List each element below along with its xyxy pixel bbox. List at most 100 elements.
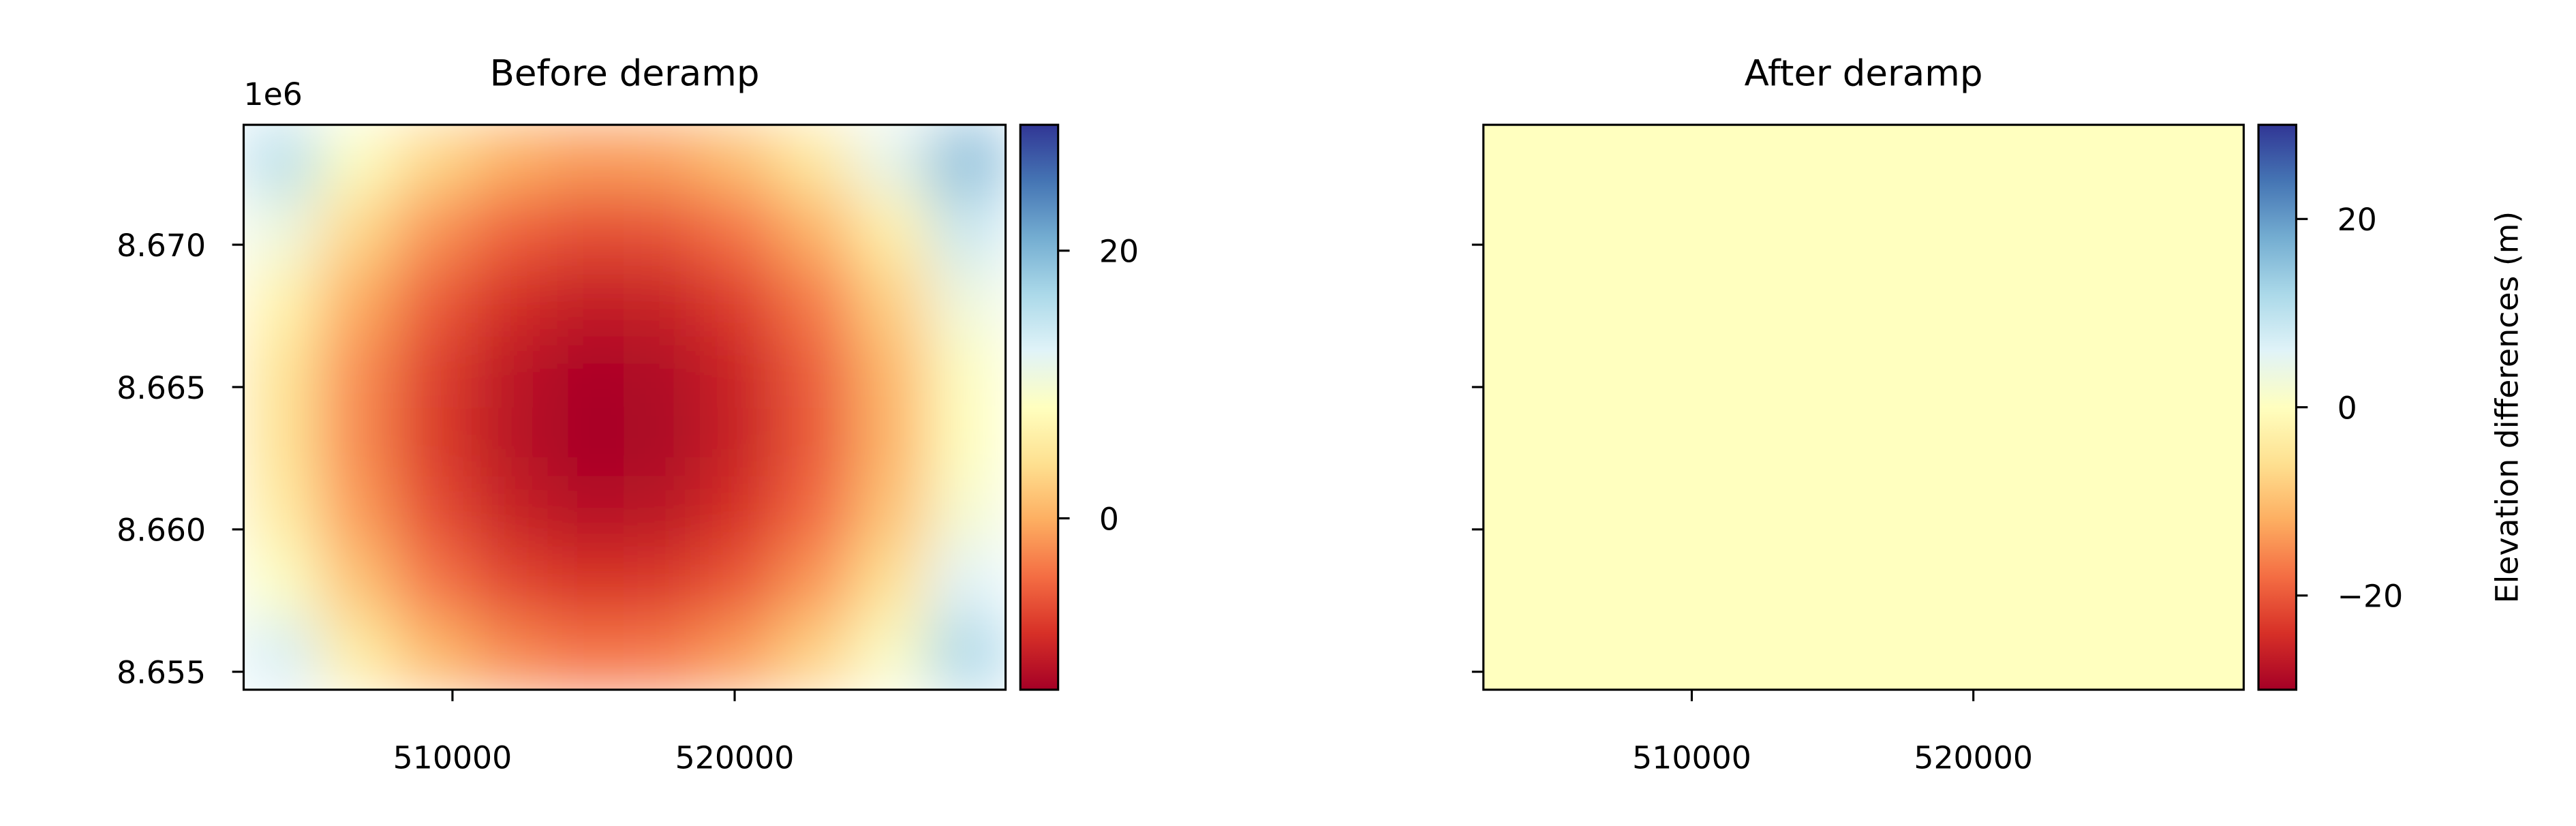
heatmap-cell bbox=[624, 547, 702, 620]
heatmap-cell bbox=[471, 406, 549, 479]
heatmap-cell bbox=[928, 618, 1006, 690]
colorbar bbox=[2257, 123, 2298, 691]
heatmap-cell bbox=[547, 265, 626, 338]
heatmap-cell bbox=[243, 547, 321, 620]
heatmap-cell bbox=[624, 618, 702, 690]
colorbar-tick-label: 0 bbox=[2337, 390, 2357, 426]
heatmap-cell bbox=[928, 125, 1006, 196]
heatmap-cell bbox=[928, 547, 1006, 620]
colorbar-tick-label: 0 bbox=[1099, 501, 1119, 537]
chart-title: Before deramp bbox=[490, 52, 760, 94]
colorbar-tick-label: 20 bbox=[2337, 202, 2377, 238]
heatmap bbox=[1483, 125, 2244, 690]
heatmap-cell bbox=[928, 265, 1006, 338]
heatmap-cell bbox=[928, 335, 1006, 408]
heatmap-cell bbox=[928, 476, 1006, 549]
heatmap-cell bbox=[395, 194, 474, 267]
heatmap-cells bbox=[243, 125, 1006, 690]
x-tick-label: 510000 bbox=[1632, 740, 1751, 776]
heatmap-cell bbox=[395, 406, 474, 479]
heatmap-cell bbox=[852, 265, 930, 338]
heatmap-cell bbox=[776, 406, 855, 479]
heatmap-cell bbox=[471, 618, 549, 690]
heatmap-cell bbox=[700, 618, 778, 690]
heatmap-cell bbox=[852, 406, 930, 479]
heatmap-cell bbox=[928, 406, 1006, 479]
heatmap-cell bbox=[395, 265, 474, 338]
heatmap-cell bbox=[243, 194, 321, 267]
heatmap-cell bbox=[243, 476, 321, 549]
heatmap-cell bbox=[624, 335, 702, 408]
heatmap-cell bbox=[776, 335, 855, 408]
heatmap-cell bbox=[776, 476, 855, 549]
heatmap-cell bbox=[852, 476, 930, 549]
heatmap-cell bbox=[624, 265, 702, 338]
heatmap-cell bbox=[471, 194, 549, 267]
y-offset-label: 1e6 bbox=[244, 76, 303, 112]
heatmap-cell bbox=[547, 194, 626, 267]
heatmap-cell bbox=[471, 335, 549, 408]
colorbar bbox=[1019, 123, 1060, 691]
heatmap-cell bbox=[547, 618, 626, 690]
heatmap-cell bbox=[243, 125, 321, 196]
heatmap-cell bbox=[471, 265, 549, 338]
heatmap-cell bbox=[624, 194, 702, 267]
colorbar-label: Elevation differences (m) bbox=[2489, 211, 2526, 604]
chart-title: After deramp bbox=[1745, 52, 1983, 94]
heatmap-cell bbox=[624, 406, 702, 479]
heatmap-cell bbox=[776, 265, 855, 338]
heatmap-cell bbox=[700, 194, 778, 267]
x-tick-label: 520000 bbox=[675, 740, 795, 776]
heatmap-cell bbox=[700, 335, 778, 408]
heatmap-cell bbox=[776, 125, 855, 196]
heatmap-cell bbox=[243, 265, 321, 338]
heatmap-cell bbox=[700, 547, 778, 620]
heatmap-cell bbox=[776, 547, 855, 620]
heatmap-cell bbox=[852, 194, 930, 267]
heatmap-cell bbox=[700, 476, 778, 549]
heatmap-cell bbox=[624, 125, 702, 196]
colorbar-tick-label: −20 bbox=[2337, 579, 2404, 615]
heatmap-cell bbox=[700, 406, 778, 479]
heatmap-cell bbox=[624, 476, 702, 549]
heatmap-cell bbox=[700, 125, 778, 196]
heatmap-cell bbox=[395, 125, 474, 196]
heatmap-cell bbox=[319, 265, 397, 338]
heatmap-cell bbox=[319, 406, 397, 479]
heatmap-cell bbox=[319, 335, 397, 408]
heatmap-cell bbox=[319, 194, 397, 267]
y-tick-label: 8.665 bbox=[117, 370, 206, 406]
colorbar-tick-label: 20 bbox=[1099, 234, 1139, 270]
y-tick-label: 8.660 bbox=[117, 513, 206, 549]
heatmap-cell bbox=[547, 476, 626, 549]
heatmap-cell bbox=[319, 547, 397, 620]
heatmap-cell bbox=[395, 335, 474, 408]
heatmap-cell bbox=[852, 125, 930, 196]
heatmap-cells bbox=[1483, 125, 2244, 690]
y-tick-label: 8.670 bbox=[117, 228, 206, 264]
heatmap-cell bbox=[547, 335, 626, 408]
heatmap-cell bbox=[547, 547, 626, 620]
x-tick-label: 520000 bbox=[1914, 740, 2033, 776]
heatmap-cell bbox=[776, 194, 855, 267]
heatmap-cell bbox=[1483, 125, 2244, 690]
heatmap-cell bbox=[319, 125, 397, 196]
heatmap bbox=[243, 125, 1006, 690]
heatmap-cell bbox=[395, 547, 474, 620]
heatmap-cell bbox=[319, 618, 397, 690]
heatmap-cell bbox=[700, 265, 778, 338]
heatmap-cell bbox=[243, 406, 321, 479]
heatmap-cell bbox=[852, 547, 930, 620]
heatmap-cell bbox=[395, 618, 474, 690]
heatmap-cell bbox=[547, 125, 626, 196]
heatmap-cell bbox=[243, 335, 321, 408]
heatmap-cell bbox=[319, 476, 397, 549]
heatmap-cell bbox=[471, 125, 549, 196]
heatmap-cell bbox=[547, 406, 626, 479]
panel: Before deramp 1e6 510000 520000 8.655 8.660 8.… bbox=[117, 52, 1139, 776]
heatmap-cell bbox=[928, 194, 1006, 267]
heatmap-cell bbox=[852, 618, 930, 690]
heatmap-cell bbox=[776, 618, 855, 690]
